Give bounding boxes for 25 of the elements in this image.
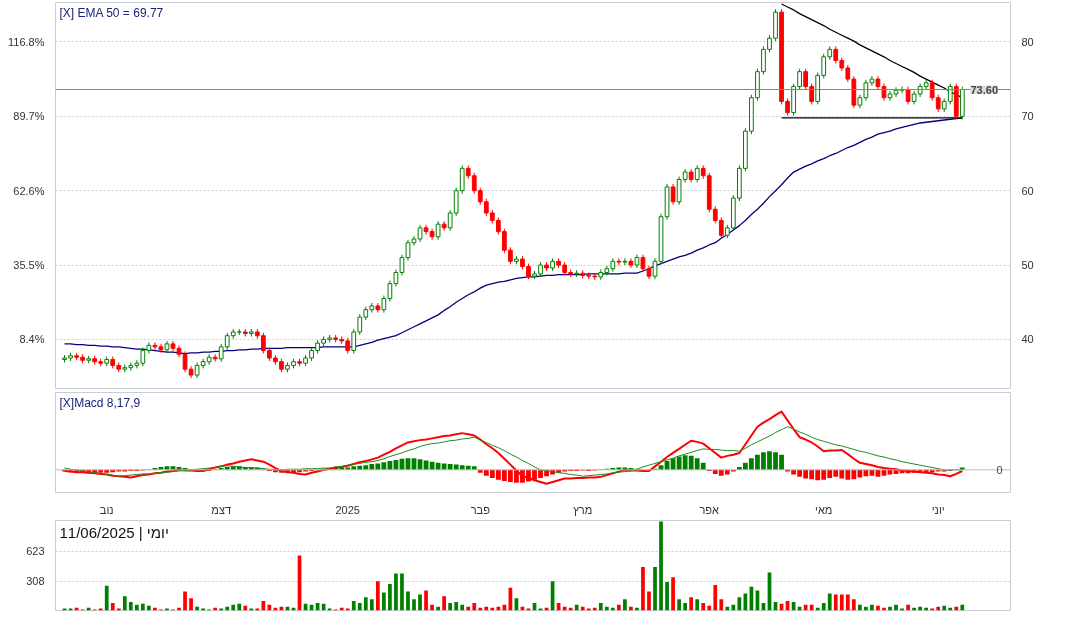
chart-title: [X]Macd 8,17,9	[59, 395, 141, 410]
y-tick-label: 50	[1021, 259, 1034, 272]
chart-title: 11/06/2025 | יומי	[59, 523, 169, 541]
y-tick-label: 308	[26, 575, 45, 588]
y2-tick-label: 35.5%	[13, 259, 45, 272]
x-tick-label: מרץ	[573, 503, 593, 516]
y-tick-label: 40	[1021, 333, 1034, 346]
x-tick-label: מאי	[815, 503, 833, 516]
y2-tick-label: 89.7%	[13, 110, 45, 123]
y-tick-label: 70	[1021, 110, 1034, 123]
x-tick-label: יוני	[931, 503, 945, 516]
x-tick-label: נוב	[99, 503, 114, 516]
y2-tick-label: 116.8%	[8, 36, 45, 49]
text: 0	[996, 463, 1003, 476]
y-tick-label: 60	[1021, 184, 1034, 197]
y2-tick-label: 8.4%	[19, 333, 45, 346]
x-tick-label: פבר	[470, 503, 491, 516]
y-tick-label: 80	[1021, 35, 1034, 48]
y-tick-label: 623	[26, 545, 45, 558]
x-tick-label: דצמ	[211, 503, 232, 516]
x-tick-label: אפר	[699, 503, 720, 516]
chart-title: [X] EMA 50 = 69.77	[59, 5, 164, 20]
y2-tick-label: 62.6%	[13, 184, 45, 197]
ref-line-label: 73.60	[970, 83, 999, 96]
x-tick-label: 2025	[335, 503, 360, 516]
